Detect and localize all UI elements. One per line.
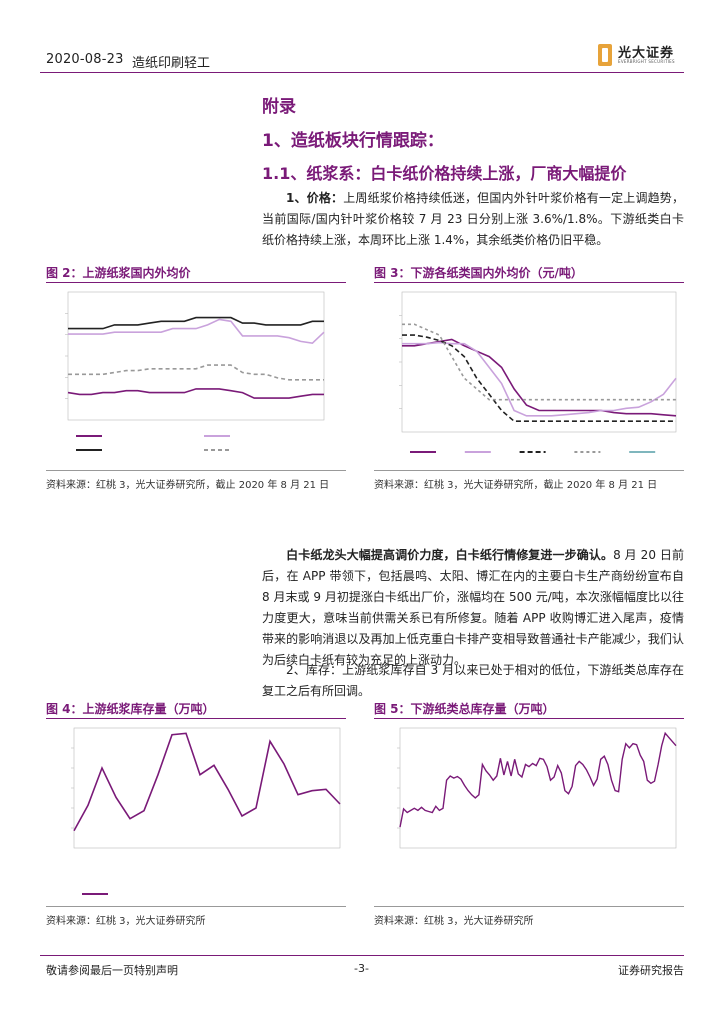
paragraph-whiteboard-text: 8 月 20 日前后，在 APP 带领下，包括晨鸣、太阳、博汇在内的主要白卡生产… xyxy=(262,548,684,667)
paragraph-price: 1、价格：上周纸浆价格持续低迷，但国内外针叶浆价格有一定上调趋势，当前国际/国内… xyxy=(262,188,684,251)
fig5-source: 资料来源：红桃 3，光大证券研究所 xyxy=(374,916,534,927)
appendix-title: 附录 xyxy=(262,97,296,117)
footer-page-number: -3- xyxy=(354,962,369,975)
fig4-plot-frame xyxy=(73,727,341,849)
footer-report-type: 证券研究报告 xyxy=(618,964,684,977)
fig3-series-3-line xyxy=(402,323,676,401)
fig3-source: 资料来源：红桃 3，光大证券研究所，截止 2020 年 8 月 21 日 xyxy=(374,480,658,491)
fig4-source: 资料来源：红桃 3，光大证券研究所 xyxy=(46,916,206,927)
fig4-title-rule xyxy=(46,718,346,719)
fig5-title: 图 5：下游纸类总库存量（万吨） xyxy=(374,702,555,716)
fig2-title: 图 2：上游纸浆国内外均价 xyxy=(46,266,191,280)
fig5-plot-frame xyxy=(399,727,677,849)
footer-divider xyxy=(40,955,684,956)
subsection-title: 1.1、纸浆系：白卡纸价格持续上涨，厂商大幅提价 xyxy=(262,164,627,183)
header-section: 造纸印刷轻工 xyxy=(132,56,211,71)
fig2-series-3-line xyxy=(68,364,324,381)
fig5-source-rule xyxy=(374,906,684,907)
fig3-title-rule xyxy=(374,282,684,283)
fig2-series-2-line xyxy=(68,316,324,330)
brand-logo-icon xyxy=(598,44,612,66)
section-title: 1、造纸板块行情跟踪： xyxy=(262,131,444,151)
fig4-series-0-line xyxy=(73,732,341,832)
footer-disclaimer: 敬请参阅最后一页特别声明 xyxy=(46,964,178,977)
brand-subtitle: EVERBRIGHT SECURITIES xyxy=(618,59,675,64)
paragraph-price-lead: 1、价格： xyxy=(286,191,344,205)
fig5-chart xyxy=(397,727,677,849)
fig2-source: 资料来源：红桃 3，光大证券研究所，截止 2020 年 8 月 21 日 xyxy=(46,480,330,491)
paragraph-whiteboard: 白卡纸龙头大幅提高调价力度，白卡纸行情修复进一步确认。8 月 20 日前后，在 … xyxy=(262,545,684,671)
fig2-source-rule xyxy=(46,470,346,471)
fig3-source-rule xyxy=(374,470,684,471)
fig4-title: 图 4：上游纸浆库存量（万吨） xyxy=(46,702,215,716)
fig2-plot-frame xyxy=(67,291,325,421)
fig3-series-0-line xyxy=(402,338,677,417)
header-divider xyxy=(40,72,684,73)
fig2-series-1-line xyxy=(68,318,325,345)
paragraph-whiteboard-lead: 白卡纸龙头大幅提高调价力度，白卡纸行情修复进一步确认。 xyxy=(286,548,614,562)
fig3-series-1-line xyxy=(402,341,677,417)
fig2-chart xyxy=(65,291,325,451)
fig4-chart xyxy=(71,727,341,895)
brand-logo: 光大证券 EVERBRIGHT SECURITIES xyxy=(598,42,688,68)
fig4-source-rule xyxy=(46,906,346,907)
fig2-series-0-line xyxy=(67,388,324,399)
fig3-series-2-line xyxy=(402,334,676,422)
paragraph-inventory-text: 2、库存：上游纸浆库存自 3 月以来已处于相对的低位，下游纸类总库存在复工之后有… xyxy=(262,663,684,698)
fig2-title-rule xyxy=(46,282,346,283)
fig5-title-rule xyxy=(374,718,684,719)
paragraph-inventory: 2、库存：上游纸浆库存自 3 月以来已处于相对的低位，下游纸类总库存在复工之后有… xyxy=(262,660,684,702)
fig3-title: 图 3：下游各纸类国内外均价（元/吨） xyxy=(374,266,583,280)
fig3-chart xyxy=(399,291,677,453)
header-date: 2020-08-23 xyxy=(46,52,124,67)
fig5-series-0-line xyxy=(399,731,677,828)
brand-name: 光大证券 xyxy=(618,46,675,61)
paragraph-price-text: 上周纸浆价格持续低迷，但国内外针叶浆价格有一定上调趋势，当前国际/国内针叶浆价格… xyxy=(262,191,684,247)
